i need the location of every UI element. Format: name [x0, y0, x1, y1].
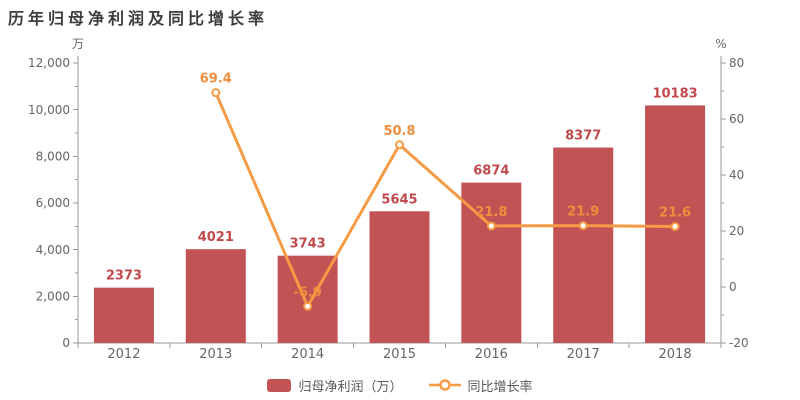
chart-legend: 归母净利润（万） 同比增长率	[0, 374, 800, 396]
growth-value-label: 21.6	[659, 206, 691, 221]
line-point-2014	[303, 301, 313, 311]
right-axis-tick-label: 80	[729, 56, 744, 70]
growth-value-label: 50.8	[383, 124, 415, 139]
x-axis-category-label: 2015	[383, 347, 416, 362]
bar-value-label: 10183	[652, 86, 697, 101]
legend-label-growth-rate: 同比增长率	[467, 379, 533, 395]
growth-value-label: 21.8	[475, 205, 507, 220]
chart-title: 历年归母净利润及同比增长率	[8, 9, 269, 28]
x-axis-category-label: 2014	[291, 347, 324, 362]
left-axis-tick-label: 2,000	[36, 290, 70, 304]
legend-item-net-profit[interactable]: 归母净利润（万）	[267, 376, 403, 395]
left-axis-tick-label: 4,000	[36, 243, 70, 257]
bar-value-label: 6874	[473, 164, 509, 179]
bar-2015	[369, 211, 430, 343]
right-axis-tick-label: 20	[729, 224, 744, 238]
left-axis-tick-label: 0	[62, 336, 70, 350]
legend-item-growth-rate[interactable]: 同比增长率	[428, 376, 533, 395]
x-axis-category-label: 2012	[107, 347, 140, 362]
bar-value-label: 3743	[290, 237, 326, 252]
growth-line	[214, 91, 677, 308]
bar-swatch-icon	[267, 378, 292, 392]
right-axis-unit: %	[715, 37, 726, 51]
line-point-2013	[211, 88, 221, 98]
x-axis-category-label: 2016	[475, 347, 508, 362]
bar-value-label: 8377	[565, 129, 601, 144]
right-axis-tick-label: 60	[729, 112, 744, 126]
right-axis-tick-label: -20	[729, 336, 749, 350]
x-axis-category-label: 2017	[567, 347, 600, 362]
left-axis-tick-label: 12,000	[28, 56, 70, 70]
left-axis-tick-label: 8,000	[36, 150, 70, 164]
line-point-2018	[670, 222, 680, 232]
legend-label-net-profit: 归母净利润（万）	[298, 379, 403, 395]
left-axis-tick-label: 10,000	[28, 103, 70, 117]
left-axis-unit: 万	[72, 37, 84, 51]
line-point-2015	[395, 140, 404, 150]
right-axis-tick-label: 0	[729, 280, 737, 294]
growth-value-label: -6.9	[293, 285, 321, 300]
bar-value-label: 2373	[106, 269, 142, 284]
line-point-2017	[578, 221, 588, 231]
line-point-2016	[486, 221, 496, 231]
left-axis-tick-label: 6,000	[36, 196, 70, 210]
right-axis-tick-label: 40	[729, 168, 744, 182]
x-axis-category-label: 2018	[659, 347, 692, 362]
line-marker-icon	[428, 379, 461, 391]
bar-value-label: 5645	[381, 192, 417, 207]
bar-2017	[553, 147, 614, 343]
bar-2012	[93, 287, 154, 343]
bar-2013	[185, 249, 246, 343]
x-axis-category-label: 2013	[199, 347, 232, 362]
bar-value-label: 4021	[198, 230, 234, 245]
growth-value-label: 69.4	[200, 72, 232, 87]
growth-value-label: 21.9	[567, 205, 599, 220]
